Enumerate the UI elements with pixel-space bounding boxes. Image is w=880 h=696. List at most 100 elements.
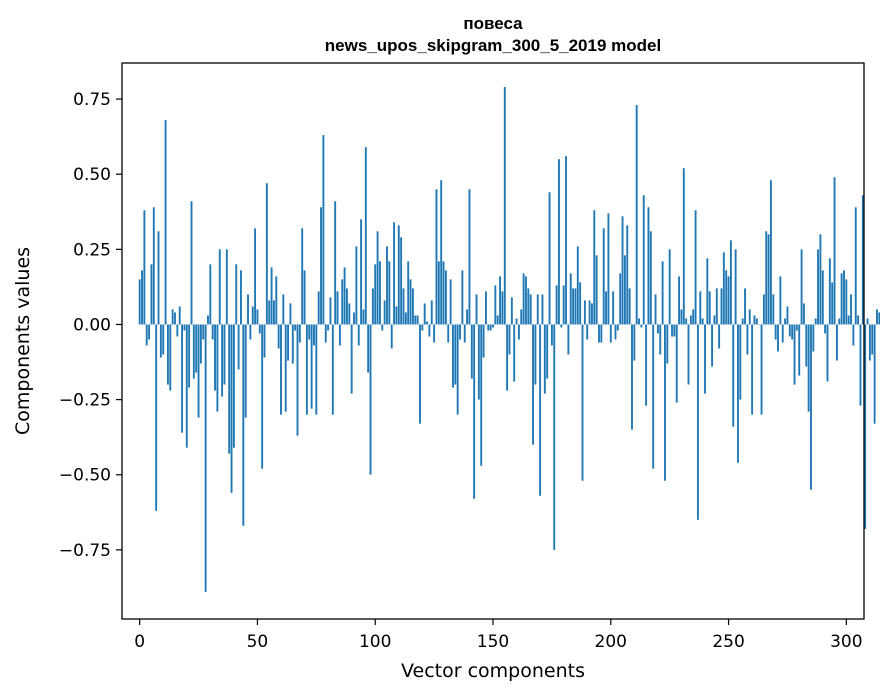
bar-component-131 [447,324,450,343]
bar-component-41 [235,264,238,325]
bar-component-99 [371,288,374,325]
bar-component-34 [218,249,221,325]
bar-component-134 [454,324,457,385]
bar-component-215 [645,324,648,406]
bar-component-116 [411,288,414,325]
bar-component-153 [499,276,501,325]
bar-component-288 [817,249,819,325]
bar-component-312 [873,324,876,424]
bar-component-21 [188,324,191,388]
bar-component-113 [404,312,407,325]
bar-component-240 [704,324,706,394]
bar-component-96 [364,147,367,325]
bar-component-117 [414,315,417,325]
bar-component-231 [682,168,685,325]
bar-component-299 [843,270,845,325]
bar-component-67 [296,324,299,436]
bar-component-225 [668,249,671,325]
bar-component-149 [489,324,492,331]
bar-component-40 [232,324,235,448]
bar-component-129 [442,261,445,325]
bar-component-44 [242,324,245,526]
bar-component-103 [381,324,384,331]
bar-component-273 [781,324,784,343]
bar-component-159 [513,324,516,382]
bar-component-254 [737,324,739,463]
bar-component-24 [195,324,198,373]
bar-component-127 [437,261,440,325]
bar-component-47 [249,324,252,340]
bar-component-88 [346,288,348,325]
bar-component-200 [609,324,612,343]
bar-component-191 [588,300,591,325]
bar-component-250 [727,276,730,325]
bar-component-279 [795,324,798,331]
bar-component-202 [614,324,617,340]
bar-component-284 [807,324,810,412]
bar-component-260 [751,324,754,415]
bar-component-94 [360,219,363,325]
bar-component-128 [440,180,443,325]
bar-component-38 [228,324,231,454]
bar-component-216 [647,207,650,325]
bar-component-287 [814,318,817,325]
x-tick-label: 200 [595,632,627,652]
bar-component-190 [586,324,589,340]
bar-component-138 [463,324,466,343]
bar-component-221 [659,324,662,355]
bar-component-81 [329,297,332,325]
bar-component-314 [878,312,880,325]
bar-component-308 [864,324,867,529]
bar-component-194 [595,255,598,325]
x-tick-label: 50 [247,632,269,652]
bar-component-311 [871,324,874,355]
bar-component-251 [729,240,732,325]
bar-component-265 [762,294,765,325]
bar-component-305 [857,315,860,325]
bar-component-39 [230,324,233,493]
bar-component-118 [416,315,419,325]
bar-component-3 [145,324,148,346]
bar-component-204 [619,273,622,325]
bar-component-258 [746,324,749,355]
bar-component-212 [638,318,640,325]
bar-component-184 [572,288,575,325]
bar-component-87 [343,267,346,325]
bar-component-28 [204,324,207,592]
bar-component-15 [174,312,176,325]
bar-component-165 [527,288,530,325]
bar-component-33 [216,324,219,412]
bar-component-114 [407,261,410,325]
bar-component-6 [152,207,155,325]
y-tick-label: −0.75 [59,541,111,561]
bar-component-2 [143,210,146,325]
bar-component-80 [327,324,330,331]
bar-component-302 [850,294,852,325]
bar-component-102 [378,261,381,325]
bar-component-4 [148,324,151,340]
bar-component-192 [590,303,593,325]
bar-component-48 [251,306,254,325]
bar-component-205 [621,216,624,325]
x-tick-label: 150 [477,632,509,652]
bar-component-188 [581,324,584,481]
bar-component-162 [520,309,523,325]
chart-subtitle: news_upos_skipgram_300_5_2019 model [325,36,661,55]
bar-component-169 [536,294,539,325]
bar-component-84 [336,291,339,325]
bar-component-295 [833,177,836,325]
bar-component-35 [221,324,224,397]
bar-component-26 [199,324,202,364]
bar-component-197 [602,228,605,325]
bar-component-270 [774,324,777,340]
bar-component-115 [409,279,412,325]
bar-component-289 [819,234,822,325]
bar-component-244 [713,315,716,325]
bar-component-8 [157,231,160,325]
bar-component-139 [466,309,469,325]
bar-component-179 [560,324,563,328]
bar-component-211 [635,105,638,325]
bar-component-257 [744,288,746,325]
bar-component-182 [567,324,570,355]
bar-component-61 [282,294,285,325]
